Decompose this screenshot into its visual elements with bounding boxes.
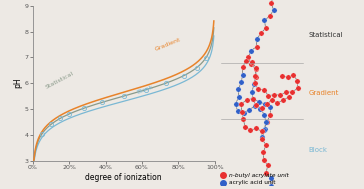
Text: Block: Block bbox=[136, 84, 154, 95]
Text: Statistical: Statistical bbox=[309, 32, 343, 38]
Text: acrylic acid unit: acrylic acid unit bbox=[229, 180, 275, 185]
Text: Statistical: Statistical bbox=[45, 70, 75, 90]
Text: n-butyl acrylate unit: n-butyl acrylate unit bbox=[229, 173, 288, 177]
Text: Block: Block bbox=[309, 147, 328, 153]
Y-axis label: pH: pH bbox=[13, 78, 22, 88]
Text: Gradient: Gradient bbox=[309, 90, 339, 96]
X-axis label: degree of ionization: degree of ionization bbox=[86, 173, 162, 182]
Text: Gradient: Gradient bbox=[154, 37, 181, 52]
